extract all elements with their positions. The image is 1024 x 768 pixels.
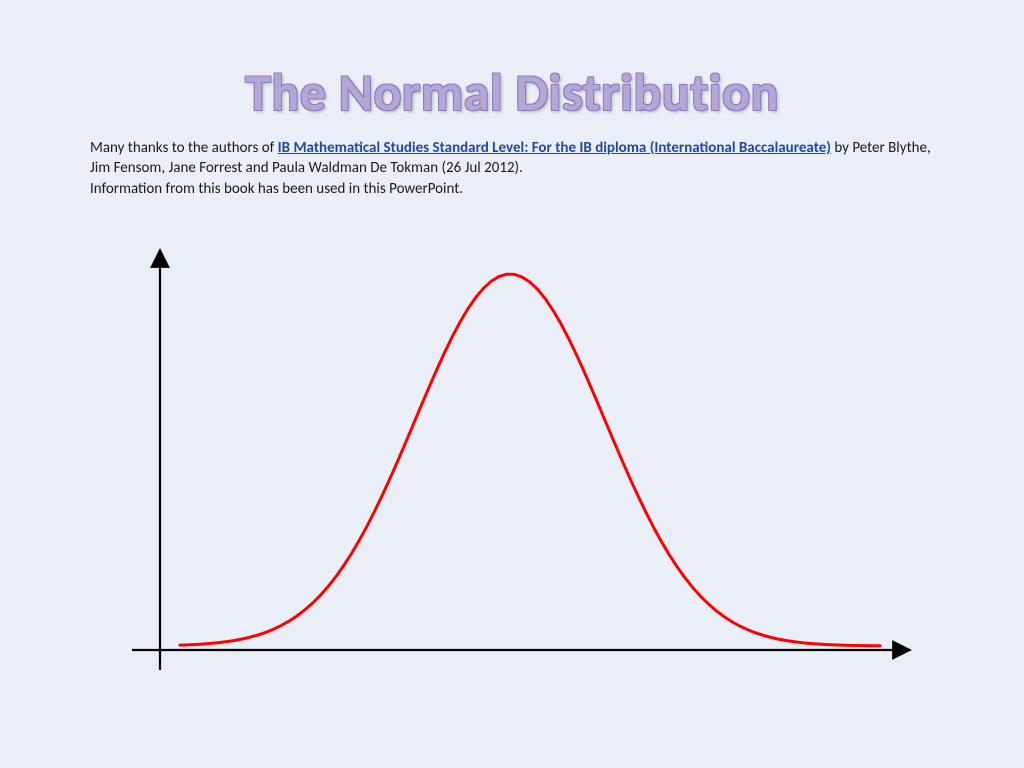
credit-paragraph: Many thanks to the authors of IB Mathema… xyxy=(90,138,940,199)
bell-curve xyxy=(180,274,880,646)
page-title: The Normal Distribution xyxy=(0,60,1024,124)
credit-line2: Information from this book has been used… xyxy=(90,180,463,198)
normal-distribution-chart xyxy=(120,240,920,690)
credit-prefix: Many thanks to the authors of xyxy=(90,139,278,157)
chart-svg xyxy=(120,240,920,690)
credit-link[interactable]: IB Mathematical Studies Standard Level: … xyxy=(278,139,831,157)
